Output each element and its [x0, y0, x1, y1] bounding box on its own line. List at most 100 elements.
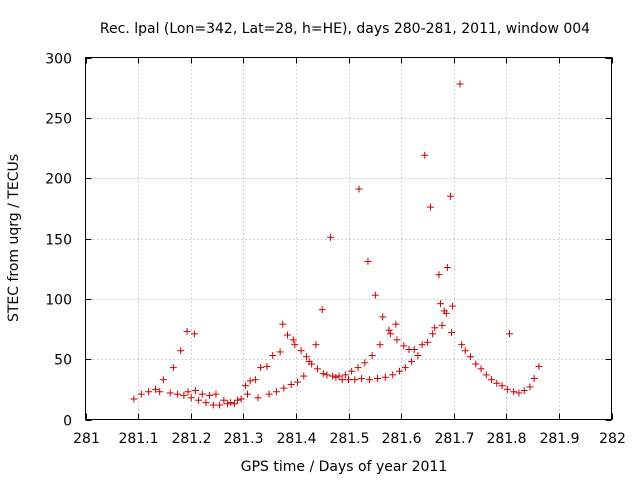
data-point — [302, 353, 310, 361]
data-point — [368, 352, 376, 360]
data-point — [351, 376, 359, 384]
data-point — [241, 382, 249, 390]
data-point — [535, 362, 543, 370]
data-point — [371, 291, 379, 299]
x-tick-label: 281.7 — [434, 431, 474, 447]
y-tick-label: 0 — [63, 414, 72, 430]
y-axis-tick-labels: 0 50 100 150 200 250 300 — [45, 52, 72, 430]
data-point — [505, 330, 513, 338]
data-point — [151, 385, 159, 393]
data-point — [198, 390, 206, 398]
data-point — [447, 192, 455, 200]
data-point — [312, 341, 320, 349]
data-point — [354, 364, 362, 372]
data-point — [279, 320, 287, 328]
data-point — [323, 371, 331, 379]
data-point — [212, 390, 220, 398]
data-point — [408, 358, 416, 366]
data-point — [400, 342, 408, 350]
data-point — [427, 203, 435, 211]
data-point — [461, 347, 469, 355]
x-tick-label: 281.3 — [223, 431, 263, 447]
data-point — [510, 388, 518, 396]
data-point — [220, 396, 228, 404]
data-point — [318, 306, 326, 314]
data-point — [209, 401, 217, 409]
data-point — [530, 374, 538, 382]
data-point — [313, 365, 321, 373]
data-point — [202, 399, 210, 407]
data-markers — [130, 80, 543, 409]
data-point — [329, 372, 337, 380]
data-point — [387, 330, 395, 338]
y-tick-label: 50 — [54, 353, 72, 369]
data-point — [366, 376, 374, 384]
chart-title: Rec. lpal (Lon=342, Lat=28, h=HE), days … — [100, 21, 590, 37]
data-point — [297, 347, 305, 355]
data-point — [348, 367, 356, 375]
data-point — [280, 384, 288, 392]
data-point — [224, 400, 232, 408]
data-point — [177, 347, 185, 355]
data-point — [180, 391, 188, 399]
data-point — [187, 394, 195, 402]
data-point — [308, 360, 316, 368]
x-tick-label: 281.9 — [539, 431, 579, 447]
data-point — [335, 372, 343, 380]
data-point — [361, 359, 369, 367]
data-point — [449, 302, 457, 310]
data-point — [269, 352, 277, 360]
data-point — [381, 373, 389, 381]
data-point — [254, 394, 262, 402]
data-point — [166, 389, 174, 397]
data-point — [418, 341, 426, 349]
x-axis-tick-labels: 281 281.1 281.2 281.3 281.4 281.5 281.6 281.7 28… — [73, 431, 626, 447]
data-point — [265, 390, 273, 398]
data-point — [364, 257, 372, 265]
data-point — [401, 364, 409, 372]
data-point — [373, 374, 381, 382]
data-point — [206, 391, 214, 399]
data-point — [493, 379, 501, 387]
data-point — [276, 348, 284, 356]
data-point — [345, 376, 352, 384]
data-point — [195, 396, 203, 404]
x-tick-label: 281.8 — [486, 431, 526, 447]
data-point — [437, 300, 445, 308]
data-point — [393, 336, 401, 344]
data-point — [287, 381, 295, 389]
data-point — [341, 371, 349, 379]
data-point — [498, 382, 506, 390]
y-tick-label: 300 — [45, 52, 72, 68]
data-point — [515, 389, 523, 397]
data-point — [230, 400, 238, 408]
data-point — [246, 377, 254, 385]
data-point — [421, 151, 429, 159]
data-point — [137, 390, 145, 398]
data-point — [520, 387, 528, 395]
data-point — [130, 395, 138, 403]
data-point — [423, 338, 431, 346]
data-point — [272, 388, 280, 396]
data-point — [526, 383, 534, 391]
data-point — [263, 362, 271, 370]
data-point — [456, 80, 464, 88]
data-point — [319, 370, 327, 378]
data-point — [438, 321, 446, 329]
y-tick-label: 200 — [45, 172, 72, 188]
x-tick-label: 281.5 — [329, 431, 369, 447]
x-tick-label: 281.2 — [171, 431, 211, 447]
data-point — [488, 376, 496, 384]
data-point — [216, 401, 224, 409]
data-point — [410, 346, 418, 354]
data-point — [358, 374, 366, 382]
x-tick-label: 281.4 — [276, 431, 316, 447]
data-point — [169, 364, 177, 372]
y-tick-label: 100 — [45, 293, 72, 309]
data-point — [191, 387, 199, 395]
data-point — [443, 263, 451, 271]
data-point — [431, 324, 439, 332]
data-point — [145, 388, 153, 396]
data-point — [183, 327, 191, 335]
data-point — [300, 372, 308, 380]
